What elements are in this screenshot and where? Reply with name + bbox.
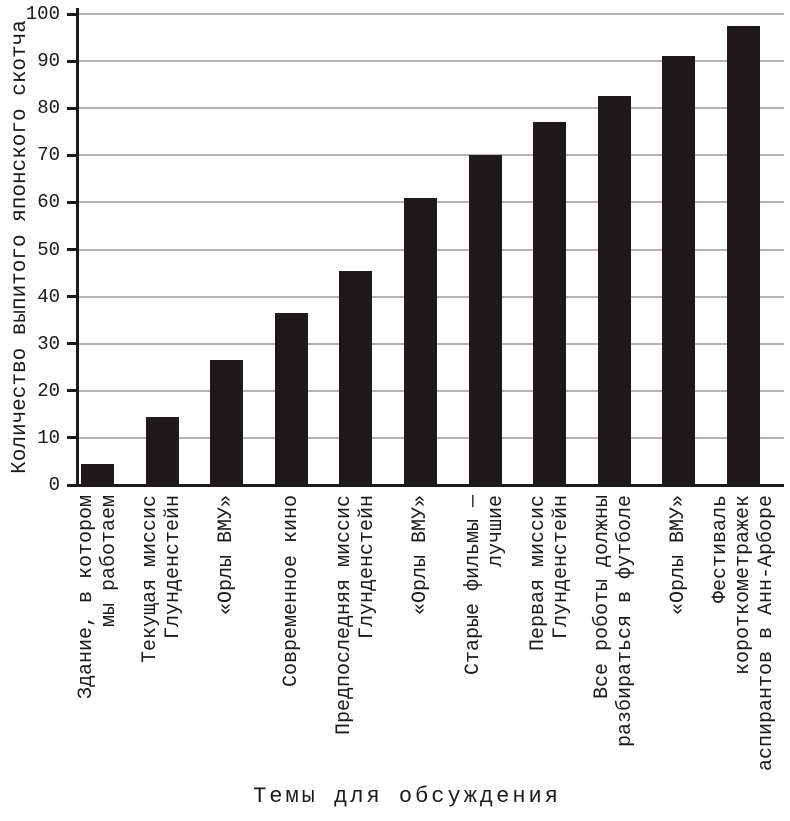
bar-1	[81, 463, 114, 485]
bar-6	[404, 197, 437, 485]
y-tick-30	[67, 342, 77, 346]
bar-5	[339, 270, 373, 485]
bar-10	[662, 56, 696, 485]
x-category-label-9: Все роботы должны разбираться в футболе	[591, 495, 638, 748]
y-tick-label-80: 80	[37, 97, 60, 120]
y-tick-0	[67, 483, 77, 487]
y-tick-label-60: 60	[37, 191, 60, 214]
x-axis-spine	[75, 484, 784, 487]
x-category-label-2: Текущая миссис Глунденстейн	[139, 495, 186, 664]
y-tick-label-90: 90	[37, 50, 60, 73]
x-category-label-3: «Орлы ВМУ»	[215, 495, 239, 616]
y-tick-50	[67, 248, 77, 251]
x-category-label-8: Первая миссис Глунденстейн	[526, 495, 573, 652]
x-category-label-6: «Орлы ВМУ»	[409, 495, 432, 616]
x-category-label-1: Здание, в котором мы работаем	[74, 495, 121, 700]
y-tick-80	[67, 106, 77, 110]
gridline-100	[77, 13, 784, 15]
y-tick-20	[67, 389, 77, 393]
x-category-label-7: Старые фильмы — лучшие	[462, 495, 509, 676]
y-tick-40	[67, 295, 77, 299]
bar-8	[533, 122, 567, 485]
gridline-70	[77, 154, 784, 157]
y-tick-label-50: 50	[37, 238, 60, 261]
y-tick-label-10: 10	[37, 426, 60, 449]
y-tick-label-70: 70	[37, 144, 60, 167]
y-tick-label-30: 30	[37, 332, 60, 355]
bar-9	[597, 96, 631, 485]
bar-11	[727, 25, 760, 485]
gridline-80	[77, 107, 784, 110]
y-tick-label-40: 40	[37, 285, 60, 308]
x-category-label-5: Предпоследняя миссис Глунденстейн	[332, 495, 379, 736]
x-category-label-10: «Орлы ВМУ»	[667, 495, 691, 616]
bar-7	[468, 155, 502, 485]
x-category-label-11: Фестиваль короткометражек аспирантов в А…	[709, 495, 778, 772]
y-tick-10	[67, 436, 77, 440]
x-axis-title: Темы для обсуждения	[253, 784, 561, 809]
y-tick-90	[67, 59, 77, 63]
gridline-90	[77, 60, 784, 63]
x-category-label-4: Современное кино	[279, 495, 303, 688]
y-tick-label-0: 0	[48, 474, 60, 496]
y-tick-70	[67, 153, 77, 157]
y-axis-spine	[75, 8, 79, 487]
bar-3	[210, 360, 244, 485]
bar-2	[145, 416, 179, 485]
y-tick-100	[67, 12, 77, 16]
y-tick-60	[67, 200, 77, 204]
y-tick-label-20: 20	[37, 379, 60, 402]
bar-4	[274, 313, 308, 485]
y-tick-label-100: 100	[25, 3, 60, 25]
